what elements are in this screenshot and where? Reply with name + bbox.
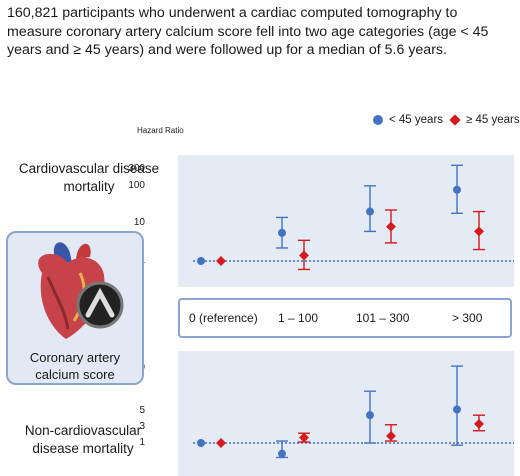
point-old <box>474 418 484 429</box>
point-young <box>197 439 205 447</box>
heart-illustration <box>38 242 124 339</box>
hazard-ratio-label: Hazard Ratio <box>137 126 184 135</box>
noncv-ytick-1: 1 <box>139 437 145 448</box>
point-old <box>474 226 484 237</box>
category-label-1: 1 – 100 <box>278 311 319 325</box>
cv-ytick-100: 100 <box>128 180 145 191</box>
heart-label: Coronary artery calcium score <box>29 350 121 382</box>
noncv-panel <box>178 351 514 476</box>
point-young <box>197 257 205 265</box>
intro-text: 160,821 participants who underwent a car… <box>7 5 489 58</box>
point-old <box>299 250 309 261</box>
point-old <box>299 432 309 443</box>
noncv-ytick-3: 3 <box>139 421 145 432</box>
cv-ytick-10: 10 <box>133 217 145 228</box>
noncv-mortality-title: Non-cardiovascular disease mortality <box>24 423 142 456</box>
point-young <box>366 207 374 216</box>
point-old <box>216 438 226 448</box>
category-label-3: > 300 <box>452 311 483 325</box>
legend-young-label: < 45 years <box>389 114 444 126</box>
point-young <box>453 185 461 194</box>
legend-young: < 45 years <box>373 114 443 126</box>
heart-box: Coronary artery calcium score <box>6 231 144 385</box>
point-old <box>386 431 396 441</box>
legend-old: ≥ 45 years <box>449 114 520 126</box>
legend-old-label: ≥ 45 years <box>466 114 520 126</box>
point-young <box>278 449 286 458</box>
cv-ytick-300: 300 <box>128 163 145 174</box>
category-label-2: 101 – 300 <box>356 311 410 325</box>
category-axis-box: 0 (reference) 1 – 100 101 – 300 > 300 <box>178 298 512 338</box>
point-old <box>386 221 396 232</box>
legend-young-marker <box>373 115 383 125</box>
cv-panel <box>178 155 514 287</box>
point-young <box>453 405 461 414</box>
point-young <box>278 228 286 237</box>
point-old <box>216 256 226 266</box>
category-label-0: 0 (reference) <box>189 311 258 325</box>
point-young <box>366 411 374 420</box>
noncv-ytick-5: 5 <box>139 405 145 416</box>
cv-mortality-title: Cardiovascular disease mortality <box>18 161 160 194</box>
